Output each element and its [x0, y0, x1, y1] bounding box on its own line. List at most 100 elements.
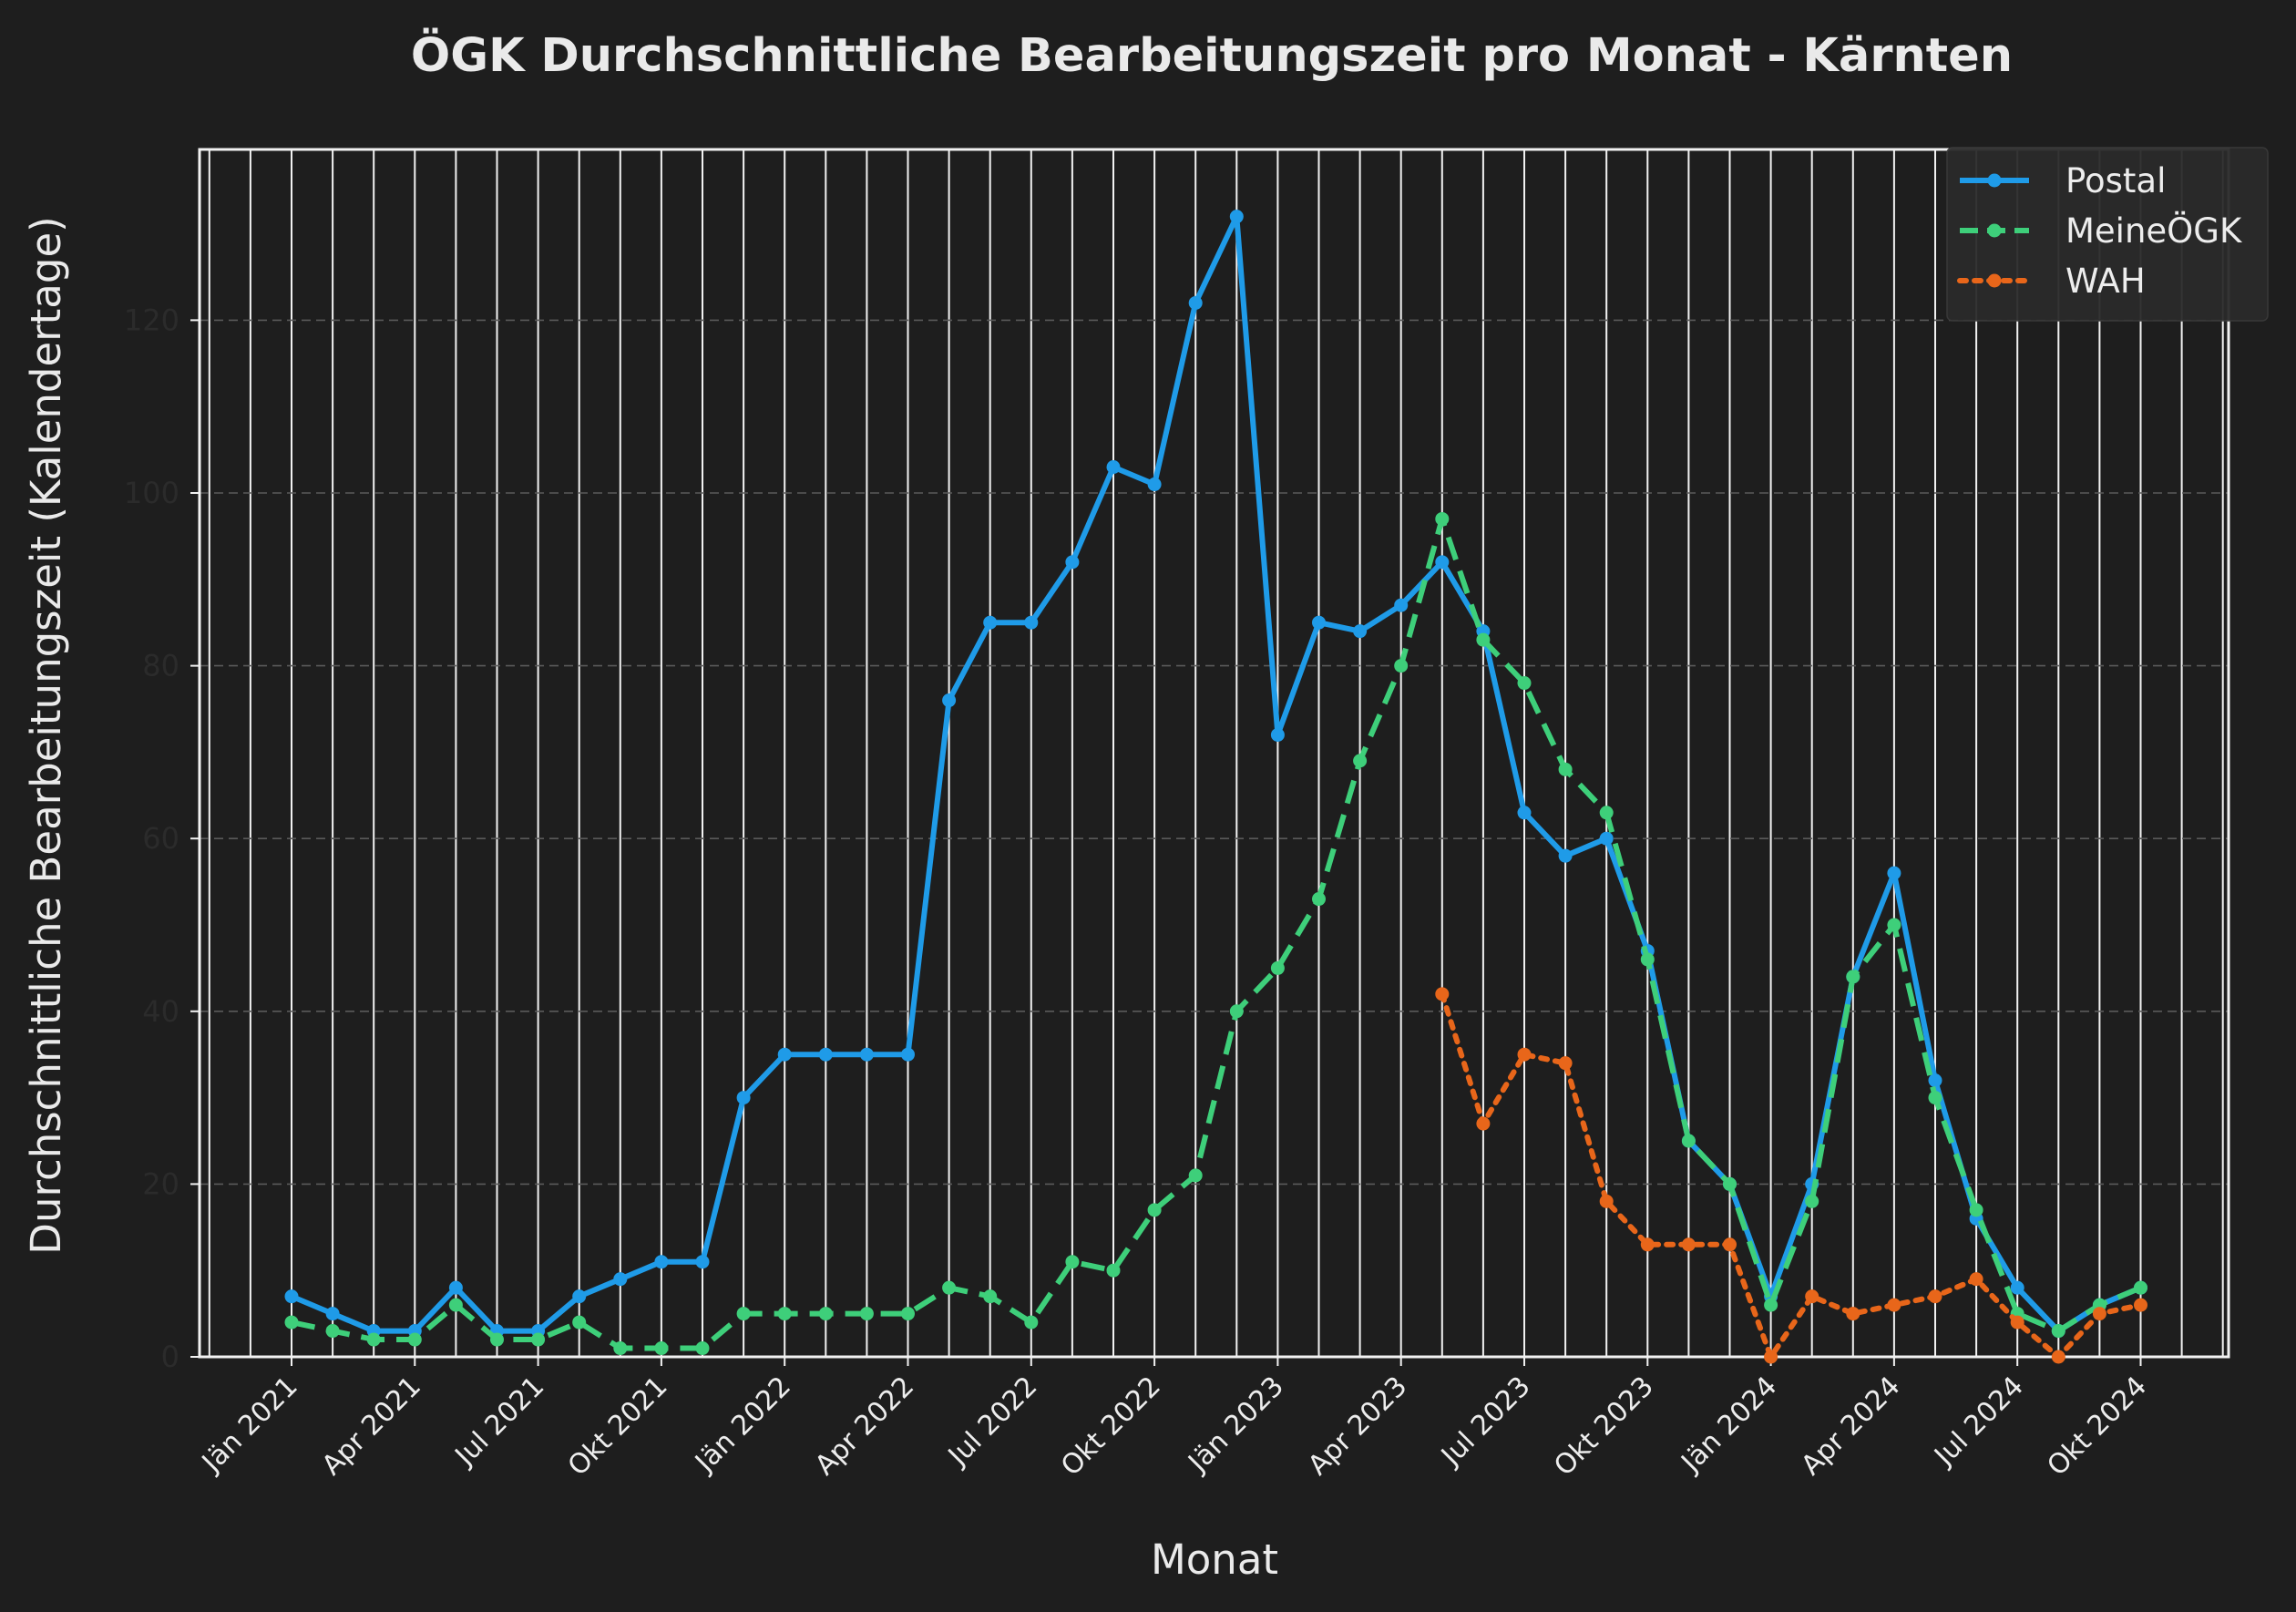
data-point-WAH [1599, 1194, 1614, 1208]
y-tick-label: 20 [142, 1166, 179, 1201]
data-point-MeineÖGK [1106, 1263, 1121, 1278]
data-point-Postal [942, 693, 957, 708]
y-tick-label: 40 [142, 994, 179, 1029]
data-point-MeineÖGK [1805, 1194, 1819, 1208]
x-tick-label: Apr 2022 [809, 1371, 920, 1482]
data-point-MeineÖGK [1147, 1203, 1162, 1217]
data-point-MeineÖGK [818, 1307, 833, 1321]
data-point-Postal [1558, 848, 1573, 863]
data-point-MeineÖGK [2134, 1280, 2147, 1295]
x-tick-label: Okt 2022 [1055, 1371, 1167, 1483]
data-point-Postal [1024, 615, 1039, 630]
data-point-MeineÖGK [1887, 918, 1901, 932]
x-tick-label: Okt 2021 [562, 1371, 674, 1483]
series-line-Postal [290, 213, 2142, 1334]
data-point-MeineÖGK [531, 1332, 546, 1347]
data-point-Postal [1270, 727, 1285, 742]
x-tick-label: Jän 2022 [688, 1371, 797, 1480]
data-point-Postal [1229, 210, 1244, 224]
data-point-WAH [2134, 1298, 2147, 1312]
x-tick-label: Jul 2024 [1927, 1371, 2029, 1473]
data-point-Postal [736, 1091, 751, 1105]
data-point-Postal [983, 615, 998, 630]
data-point-Postal [613, 1272, 628, 1287]
data-point-Postal [1928, 1073, 1942, 1088]
data-point-WAH [1476, 1116, 1491, 1131]
data-point-MeineÖGK [1065, 1255, 1080, 1269]
axes-frame [198, 148, 2230, 1359]
x-tick-label: Jul 2022 [941, 1371, 1043, 1473]
data-point-Postal [695, 1255, 710, 1269]
data-point-MeineÖGK [1188, 1168, 1203, 1183]
data-point-Postal [1353, 624, 1368, 639]
data-point-Postal [1106, 460, 1121, 475]
data-point-MeineÖGK [1764, 1298, 1778, 1312]
y-axis-label: Durchschnittliche Bearbeitungszeit (Kale… [22, 216, 70, 1254]
data-point-Postal [284, 1289, 299, 1304]
y-tick-label: 60 [142, 821, 179, 856]
data-point-MeineÖGK [572, 1315, 587, 1330]
legend-box [1946, 147, 2269, 322]
data-point-WAH [2051, 1350, 2065, 1364]
data-point-MeineÖGK [2051, 1324, 2065, 1339]
x-tick-label: Apr 2021 [316, 1371, 427, 1482]
legend-marker-Postal [1987, 173, 2002, 188]
data-point-MeineÖGK [1476, 632, 1491, 647]
y-tick-label: 120 [124, 303, 179, 337]
data-point-MeineÖGK [736, 1307, 751, 1321]
data-point-MeineÖGK [1640, 952, 1655, 967]
data-point-Postal [325, 1307, 340, 1321]
data-point-MeineÖGK [613, 1341, 628, 1356]
data-point-MeineÖGK [366, 1332, 381, 1347]
x-tick-label: Apr 2024 [1795, 1371, 1906, 1482]
data-point-MeineÖGK [859, 1307, 874, 1321]
data-point-WAH [1887, 1298, 1901, 1312]
data-point-WAH [1723, 1237, 1737, 1252]
data-point-MeineÖGK [1229, 1004, 1244, 1019]
series-line-MeineÖGK [291, 516, 2142, 1351]
legend-label-Postal: Postal [2065, 161, 2166, 200]
data-point-MeineÖGK [1024, 1315, 1039, 1330]
x-tick-label: Jän 2021 [195, 1371, 304, 1480]
data-point-WAH [2092, 1307, 2106, 1321]
data-point-MeineÖGK [325, 1324, 340, 1339]
data-point-MeineÖGK [1928, 1091, 1942, 1105]
data-point-Postal [1599, 831, 1614, 846]
series-line-WAH [1439, 991, 2144, 1360]
data-point-MeineÖGK [490, 1332, 504, 1347]
data-point-WAH [1805, 1289, 1819, 1304]
data-point-Postal [901, 1047, 915, 1062]
legend: Postal MeineÖGK WAH [1946, 147, 2269, 322]
x-tick-label: Apr 2023 [1302, 1371, 1413, 1482]
data-point-MeineÖGK [1723, 1176, 1737, 1191]
data-point-MeineÖGK [1312, 892, 1326, 907]
data-point-WAH [2010, 1315, 2024, 1330]
data-point-Postal [1517, 806, 1532, 820]
y-tick-label: 100 [124, 476, 179, 510]
data-point-MeineÖGK [942, 1280, 957, 1295]
data-point-WAH [1517, 1047, 1532, 1062]
legend-label-WAH: WAH [2065, 262, 2146, 301]
data-point-MeineÖGK [284, 1315, 299, 1330]
x-tick-label: Jän 2024 [1675, 1371, 1784, 1480]
chart-title: ÖGK Durchschnittliche Bearbeitungszeit p… [411, 26, 2013, 83]
data-point-MeineÖGK [1435, 511, 1450, 526]
x-axis-label: Monat [1151, 1535, 1278, 1584]
legend-marker-WAH [1987, 273, 2002, 288]
data-point-MeineÖGK [1394, 659, 1409, 673]
data-point-MeineÖGK [1353, 754, 1368, 768]
data-point-Postal [818, 1047, 833, 1062]
data-point-MeineÖGK [901, 1307, 915, 1321]
x-tick-label: Jul 2021 [448, 1371, 550, 1473]
data-point-MeineÖGK [654, 1341, 669, 1356]
data-point-Postal [1065, 555, 1080, 570]
data-point-Postal [1887, 866, 1901, 880]
data-point-MeineÖGK [1969, 1203, 1983, 1217]
data-point-Postal [859, 1047, 874, 1062]
data-point-Postal [2010, 1280, 2024, 1295]
data-point-Postal [448, 1280, 463, 1295]
data-point-WAH [1640, 1237, 1655, 1252]
data-point-MeineÖGK [777, 1307, 792, 1321]
